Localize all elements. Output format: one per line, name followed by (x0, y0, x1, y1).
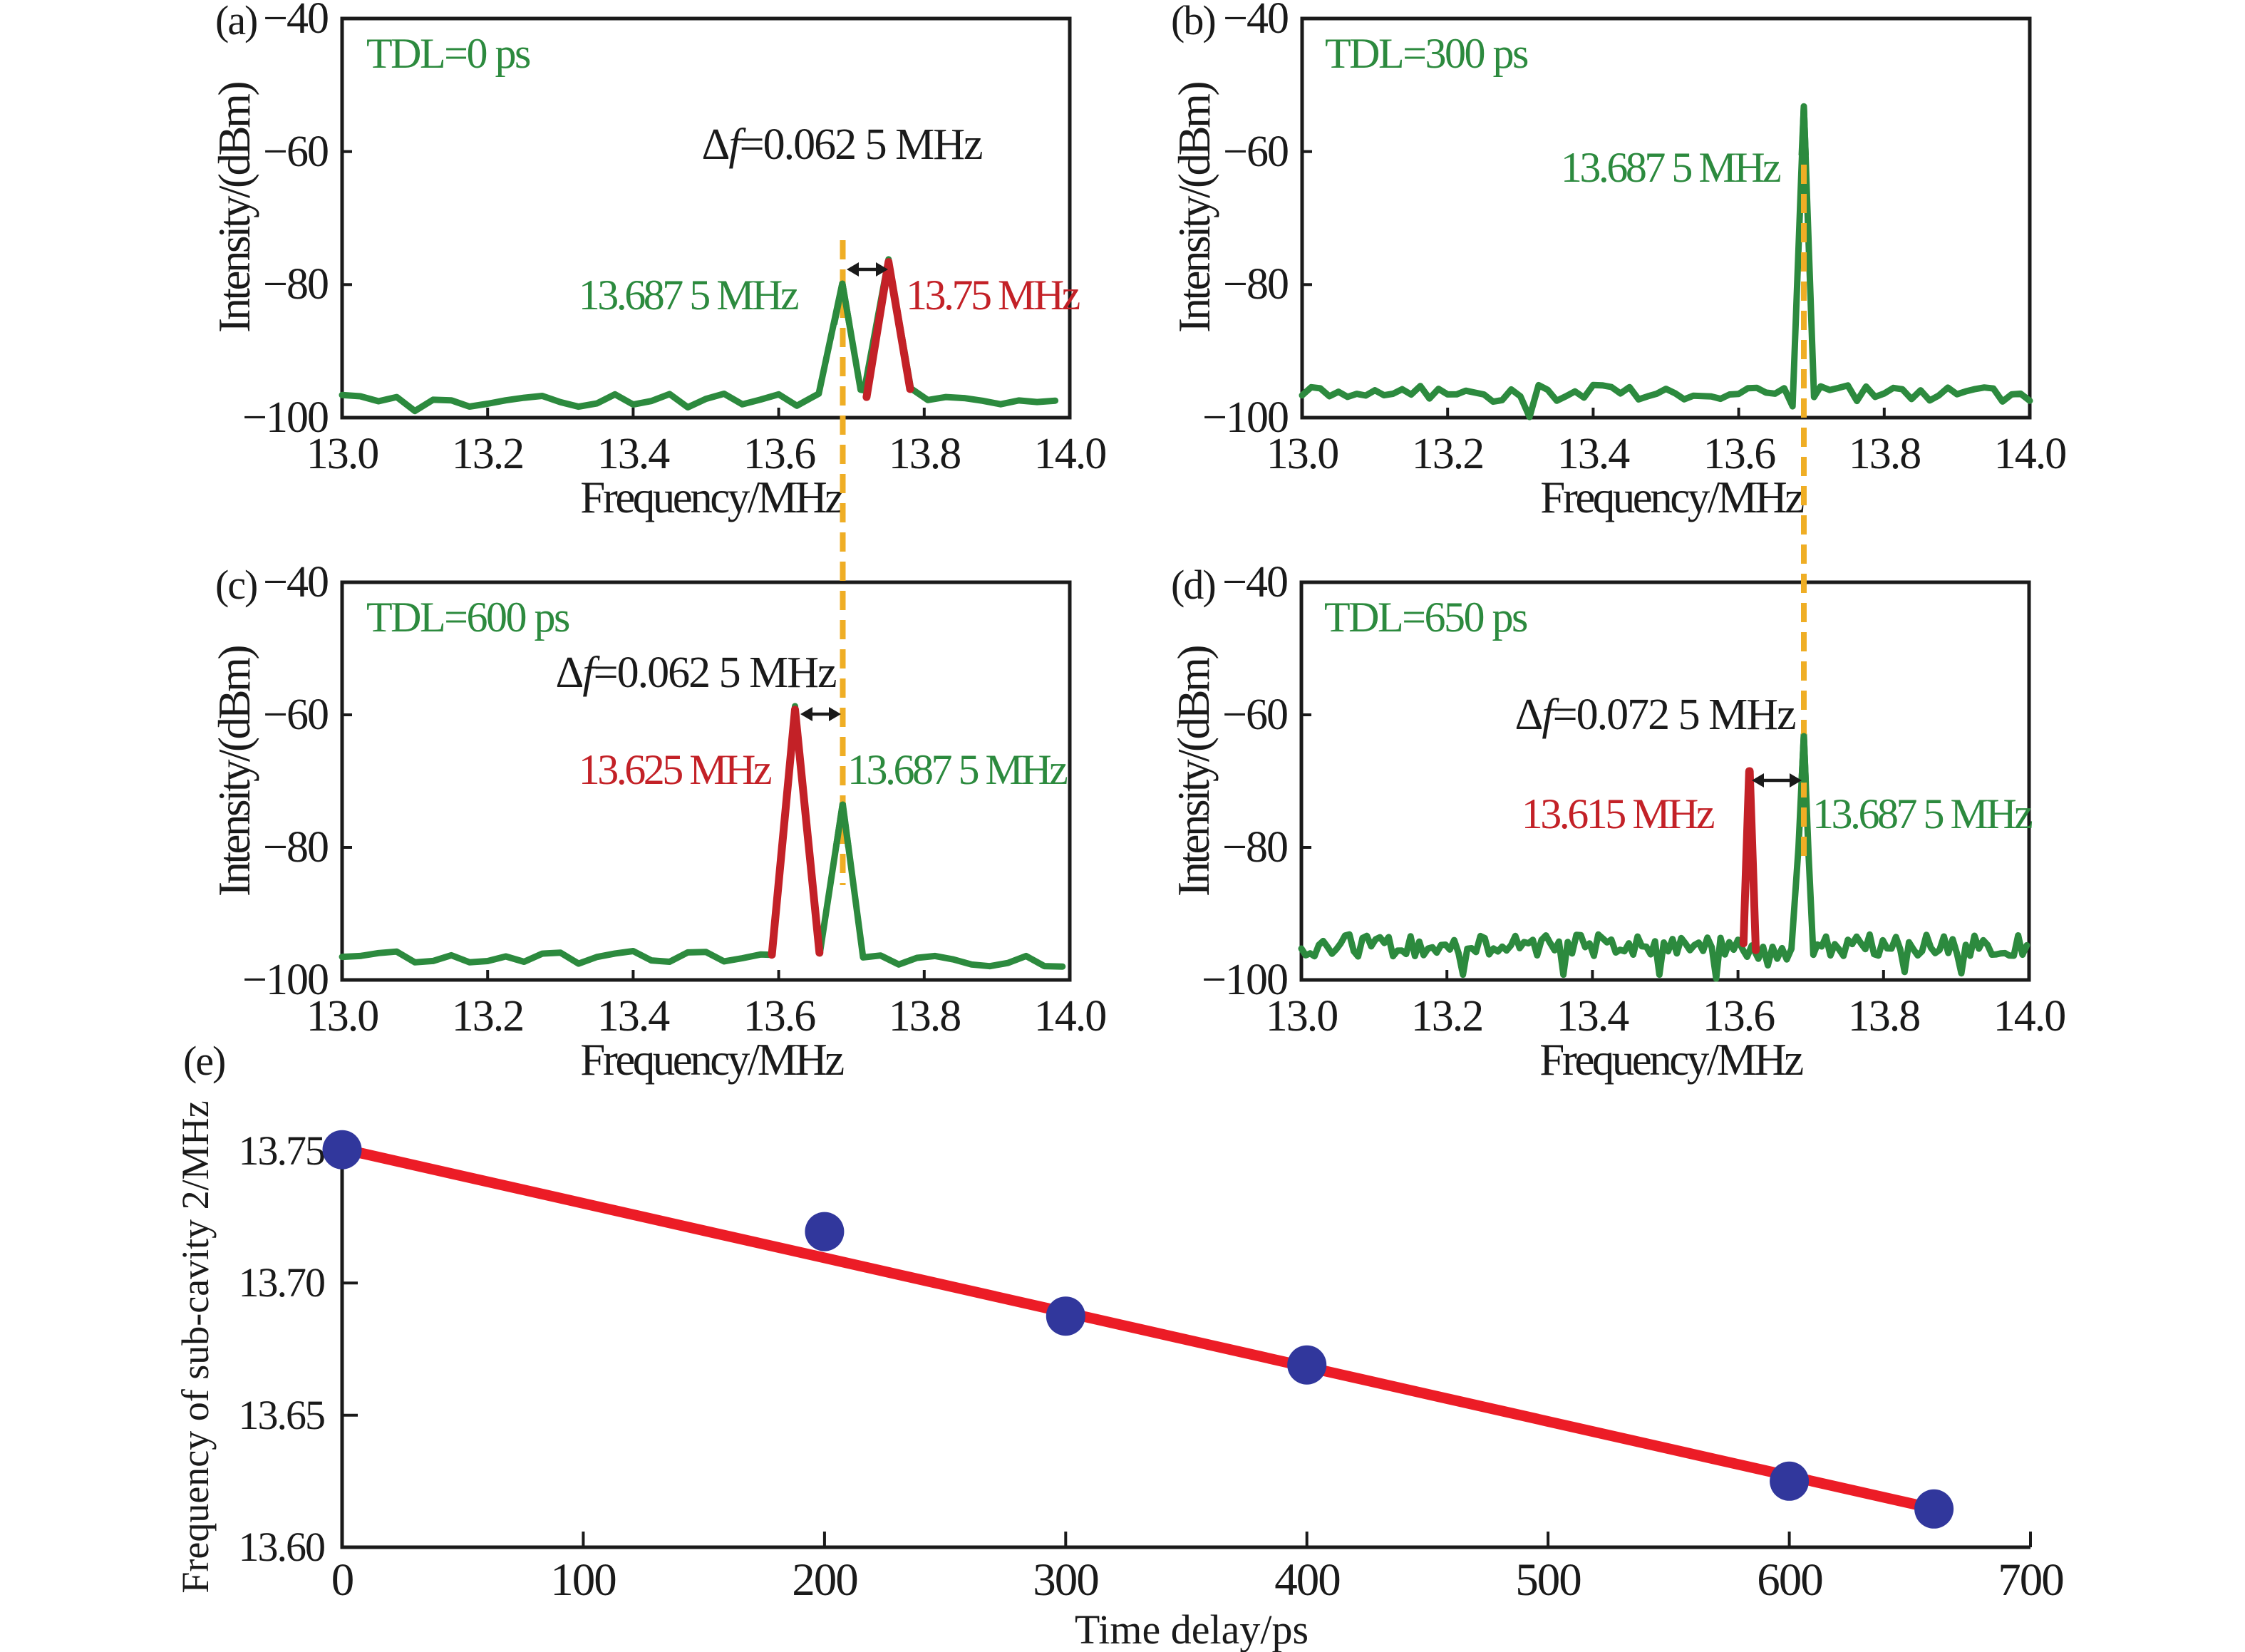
svg-text:13.2: 13.2 (452, 430, 524, 478)
svg-text:−100: −100 (1202, 956, 1287, 1004)
svg-text:Intensity/(dBm): Intensity/(dBm) (1169, 646, 1219, 897)
svg-text:13.6: 13.6 (743, 430, 816, 478)
svg-text:13.0: 13.0 (1266, 992, 1338, 1041)
svg-text:TDL=0 ps: TDL=0 ps (366, 30, 530, 77)
svg-text:Frequency/MHz: Frequency/MHz (1540, 473, 1804, 522)
svg-text:TDL=650 ps: TDL=650 ps (1324, 594, 1527, 641)
svg-text:13.0: 13.0 (306, 430, 378, 478)
svg-text:13.615 MHz: 13.615 MHz (1522, 790, 1714, 837)
svg-text:−80: −80 (263, 260, 328, 309)
svg-text:13.8: 13.8 (889, 992, 961, 1041)
svg-text:−40: −40 (263, 558, 328, 606)
svg-text:−100: −100 (1202, 393, 1288, 442)
svg-text:13.75 MHz: 13.75 MHz (906, 272, 1080, 319)
svg-text:13.8: 13.8 (1848, 992, 1920, 1041)
svg-text:Intensity/(dBm): Intensity/(dBm) (1170, 83, 1219, 333)
svg-text:−80: −80 (1223, 260, 1288, 309)
svg-text:14.0: 14.0 (1993, 992, 2065, 1041)
svg-text:Intensity/(dBm): Intensity/(dBm) (210, 83, 259, 333)
svg-text:13.8: 13.8 (889, 430, 961, 478)
svg-text:Time delay/ps: Time delay/ps (1075, 1606, 1309, 1652)
svg-text:−40: −40 (1223, 0, 1288, 43)
svg-text:14.0: 14.0 (1034, 430, 1106, 478)
svg-text:200: 200 (792, 1554, 857, 1606)
svg-text:13.2: 13.2 (1412, 430, 1484, 478)
svg-text:13.60: 13.60 (239, 1524, 325, 1570)
svg-text:400: 400 (1274, 1554, 1340, 1606)
svg-text:(c): (c) (215, 562, 257, 608)
svg-text:(b): (b) (1171, 0, 1215, 43)
svg-text:13.0: 13.0 (306, 992, 378, 1041)
svg-text:13.687 5 MHz: 13.687 5 MHz (847, 746, 1067, 793)
svg-text:13.6: 13.6 (1703, 430, 1776, 478)
svg-text:13.687 5 MHz: 13.687 5 MHz (579, 272, 798, 319)
svg-text:−60: −60 (263, 691, 328, 739)
svg-text:Δf=0.062 5 MHz: Δf=0.062 5 MHz (556, 649, 836, 697)
svg-text:13.2: 13.2 (1411, 992, 1483, 1041)
svg-text:13.625 MHz: 13.625 MHz (579, 746, 771, 793)
svg-text:−60: −60 (1222, 691, 1287, 739)
svg-text:(a): (a) (215, 0, 257, 43)
svg-text:−60: −60 (1223, 128, 1288, 176)
svg-text:−100: −100 (242, 956, 328, 1004)
svg-text:Frequency of sub-cavity 2/MHz: Frequency of sub-cavity 2/MHz (174, 1100, 217, 1593)
svg-text:13.8: 13.8 (1849, 430, 1921, 478)
svg-text:13.75: 13.75 (239, 1127, 325, 1174)
svg-text:13.6: 13.6 (743, 992, 816, 1041)
svg-text:−80: −80 (263, 823, 328, 872)
svg-text:100: 100 (550, 1554, 616, 1606)
svg-text:−100: −100 (242, 393, 328, 442)
svg-text:(d): (d) (1171, 562, 1215, 608)
svg-text:13.0: 13.0 (1266, 430, 1338, 478)
svg-text:13.687 5 MHz: 13.687 5 MHz (1812, 790, 2032, 837)
svg-text:13.4: 13.4 (597, 992, 671, 1041)
svg-text:Δf=0.072 5 MHz: Δf=0.072 5 MHz (1515, 691, 1795, 739)
svg-text:Frequency/MHz: Frequency/MHz (580, 1035, 844, 1085)
svg-text:13.687 5 MHz: 13.687 5 MHz (1561, 144, 1780, 191)
svg-text:14.0: 14.0 (1034, 992, 1106, 1041)
svg-text:Δf=0.062 5 MHz: Δf=0.062 5 MHz (702, 120, 982, 169)
svg-text:300: 300 (1033, 1554, 1098, 1606)
svg-text:13.65: 13.65 (239, 1392, 325, 1438)
svg-text:Intensity/(dBm): Intensity/(dBm) (210, 646, 259, 897)
svg-text:−40: −40 (1222, 558, 1287, 606)
svg-text:600: 600 (1757, 1554, 1822, 1606)
svg-text:13.4: 13.4 (1557, 430, 1631, 478)
svg-text:−40: −40 (263, 0, 328, 43)
svg-text:(e): (e) (183, 1038, 224, 1084)
svg-text:13.2: 13.2 (452, 992, 524, 1041)
svg-text:13.6: 13.6 (1703, 992, 1775, 1041)
svg-text:13.70: 13.70 (239, 1259, 325, 1306)
svg-text:14.0: 14.0 (1994, 430, 2066, 478)
svg-text:13.4: 13.4 (1557, 992, 1630, 1041)
svg-text:−80: −80 (1222, 823, 1287, 872)
svg-text:−60: −60 (263, 128, 328, 176)
svg-text:TDL=600 ps: TDL=600 ps (366, 594, 569, 641)
svg-text:TDL=300 ps: TDL=300 ps (1325, 30, 1528, 77)
svg-text:Frequency/MHz: Frequency/MHz (1539, 1035, 1803, 1085)
svg-text:700: 700 (1998, 1554, 2063, 1606)
svg-text:13.4: 13.4 (597, 430, 671, 478)
svg-text:500: 500 (1515, 1554, 1581, 1606)
svg-text:Frequency/MHz: Frequency/MHz (580, 473, 844, 522)
svg-text:0: 0 (331, 1554, 353, 1606)
